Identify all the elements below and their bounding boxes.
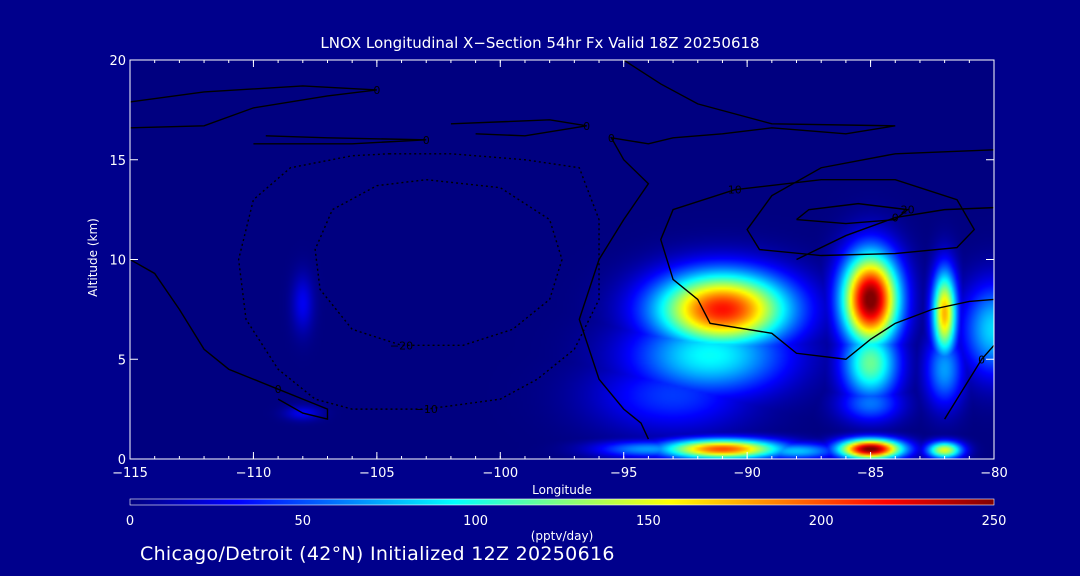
colorbar-ticks: 0 50 100 150 200 250 (pptv/day) bbox=[126, 514, 1007, 543]
colorbar bbox=[129, 498, 995, 506]
x-tick-label: −85 bbox=[857, 466, 884, 481]
contour-line bbox=[796, 206, 994, 261]
y-tick: 20 bbox=[109, 54, 994, 69]
y-tick: 15 bbox=[109, 154, 994, 169]
colorbar-tick-label: 150 bbox=[636, 514, 661, 529]
y-tick-label: 15 bbox=[109, 154, 126, 169]
colorbar-tick-label: 250 bbox=[982, 514, 1007, 529]
colorbar-tick-label: 100 bbox=[463, 514, 488, 529]
contour-lines: 0 0 0 0 0 0 0 10 20 −10 −20 bbox=[130, 60, 994, 440]
contour-label: 0 bbox=[892, 212, 899, 225]
y-tick-label: 10 bbox=[109, 254, 126, 269]
contour-line bbox=[253, 135, 427, 145]
x-tick-label: −115 bbox=[112, 466, 148, 481]
contour-line bbox=[944, 344, 994, 420]
colorbar-tick-label: 200 bbox=[809, 514, 834, 529]
colorbar-tick-label: 0 bbox=[126, 514, 134, 529]
x-tick-label: −95 bbox=[610, 466, 637, 481]
x-axis-label: Longitude bbox=[532, 483, 592, 497]
footer-caption: Chicago/Detroit (42°N) Initialized 12Z 2… bbox=[140, 543, 615, 565]
contour-line bbox=[130, 85, 377, 129]
x-tick-label: −110 bbox=[236, 466, 272, 481]
y-tick-label: 0 bbox=[118, 453, 126, 468]
axes: −115 −110 −105 −100 −95 −90 −85 −8005101520Long… bbox=[86, 54, 1008, 497]
x-tick-label: −90 bbox=[733, 466, 760, 481]
y-tick-label: 5 bbox=[118, 353, 126, 368]
contour-label: 20 bbox=[901, 204, 915, 217]
x-tick-label: −105 bbox=[359, 466, 395, 481]
contour-label: 0 bbox=[608, 132, 615, 145]
contour-label: −10 bbox=[415, 403, 438, 416]
y-tick: 0 bbox=[118, 453, 994, 468]
chart-title: LNOX Longitudinal X−Section 54hr Fx Vali… bbox=[320, 34, 760, 52]
contour-line bbox=[130, 258, 329, 420]
contour-label: 0 bbox=[275, 383, 282, 396]
contour-label: 0 bbox=[583, 120, 590, 133]
contour-line bbox=[450, 119, 587, 137]
contour-label: 0 bbox=[373, 84, 380, 97]
contour-line bbox=[237, 153, 600, 410]
colorbar-label: (pptv/day) bbox=[531, 529, 594, 543]
colorbar-tick-label: 50 bbox=[295, 514, 312, 529]
y-axis-label: Altitude (km) bbox=[86, 218, 100, 297]
contour-label: 0 bbox=[423, 134, 430, 147]
y-tick-label: 20 bbox=[109, 54, 126, 69]
x-tick-label: −100 bbox=[482, 466, 518, 481]
contour-line bbox=[578, 60, 896, 440]
x-tick-label: −80 bbox=[980, 466, 1007, 481]
y-tick: 5 bbox=[118, 353, 994, 368]
contour-label: 10 bbox=[728, 184, 742, 197]
contour-label: 0 bbox=[978, 353, 985, 366]
contour-line bbox=[314, 179, 563, 346]
y-tick: 10 bbox=[109, 254, 994, 269]
contour-label: −20 bbox=[390, 339, 413, 352]
contour-line bbox=[796, 202, 910, 225]
contour-line bbox=[659, 149, 994, 360]
